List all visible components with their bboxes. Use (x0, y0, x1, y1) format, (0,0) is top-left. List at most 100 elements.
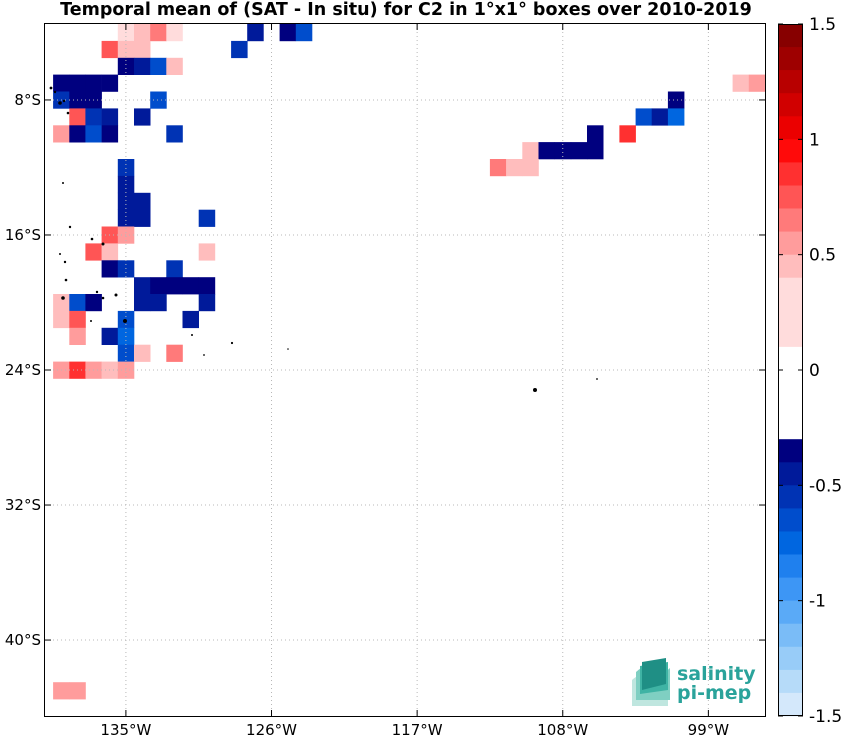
colorbar-segment (778, 254, 803, 279)
heatmap-cell (732, 74, 750, 92)
heatmap-cell (198, 294, 216, 312)
colorbar-segment (778, 646, 803, 671)
island-dot (101, 242, 105, 246)
heatmap-cell (231, 40, 248, 59)
colorbar-segment (778, 692, 803, 717)
x-tick-label: 117°W (392, 721, 443, 739)
colorbar-segment (778, 162, 803, 186)
colorbar-segment (778, 462, 803, 486)
heatmap-cell (69, 125, 86, 143)
colorbar-label: 0.5 (809, 246, 836, 266)
y-tick-label: 40°S (5, 631, 41, 649)
heatmap-cell (69, 682, 86, 700)
heatmap-cell (198, 243, 216, 261)
colorbar-segment (778, 139, 803, 163)
colorbar-label: 0 (809, 361, 820, 381)
colorbar-segment (778, 185, 803, 209)
heatmap-cell (522, 159, 539, 177)
heatmap-cell (150, 24, 167, 42)
colorbar-segment (778, 323, 803, 348)
island-dot (191, 334, 193, 336)
heatmap-cell (150, 277, 167, 295)
heatmap-cell (150, 57, 167, 75)
island-dot (123, 319, 127, 323)
heatmap-cell (651, 108, 669, 126)
x-tick-label: 108°W (537, 721, 588, 739)
heatmap-cell (134, 40, 151, 59)
heatmap-cell (198, 277, 216, 295)
island-dot (90, 237, 94, 241)
colorbar-segment (778, 208, 803, 232)
heatmap-cell (53, 74, 70, 92)
x-axis-ticks: 135°W 126°W 117°W 108°W 99°W (100, 24, 729, 739)
heatmap-cell (554, 142, 572, 160)
heatmap-cell (117, 344, 135, 362)
island-dot (58, 101, 62, 105)
x-tick-label: 135°W (100, 721, 151, 739)
colorbar-label: -1.5 (809, 707, 842, 727)
heatmap-cell (198, 209, 216, 227)
brand-line-2: pi-mep (677, 682, 751, 704)
heatmap-cell (101, 125, 119, 143)
heatmap-cell (619, 125, 636, 143)
heatmap-cell (134, 24, 151, 42)
heatmap-cell (134, 108, 151, 126)
chart-title: Temporal mean of (SAT - In situ) for C2 … (60, 0, 752, 20)
colorbar-segment (778, 277, 803, 302)
colorbar-segment (778, 669, 803, 694)
heatmap-cell (150, 294, 167, 312)
salinity-pi-mep-logo: salinity pi-mep (632, 658, 756, 706)
island-dot (68, 225, 72, 229)
plot-frame (44, 23, 766, 717)
heatmap-cell (538, 142, 555, 160)
island-dot (63, 260, 67, 264)
heatmap-cell (117, 57, 135, 75)
heatmap-cell (635, 108, 653, 126)
heatmap-cell (69, 74, 86, 92)
colorbar-segment (778, 93, 803, 117)
island-dot (203, 354, 205, 356)
heatmap-cell (101, 40, 119, 59)
island-dot (95, 290, 99, 294)
heatmap-cell (667, 108, 685, 126)
colorbar-segment (778, 346, 803, 371)
heatmap-cell (117, 361, 135, 379)
x-tick-label: 126°W (246, 721, 297, 739)
y-tick-label: 32°S (5, 496, 41, 514)
heatmap-cell (101, 243, 119, 261)
heatmap-cell (101, 260, 119, 278)
heatmap-cell (134, 192, 151, 210)
colorbar-label: -1 (809, 592, 826, 612)
heatmap-cell (506, 159, 523, 177)
island-dot (66, 111, 70, 115)
heatmap-cell (69, 310, 86, 329)
wave-logo-icon (632, 658, 670, 706)
heatmap-cell (101, 108, 119, 126)
island-dot (533, 388, 537, 392)
colorbar-segment (778, 70, 803, 94)
heatmap-cell (166, 125, 183, 143)
heatmap-cell (587, 125, 604, 143)
island-dot (59, 253, 61, 255)
island-dot (53, 90, 57, 94)
colorbar: 1.5 1 0.5 0 -0.5 -1 -1.5 (778, 15, 842, 727)
island-dot (114, 293, 118, 297)
colorbar-segment (778, 24, 803, 48)
heatmap-cells (53, 24, 766, 700)
colorbar-segment (778, 508, 803, 532)
heatmap-cell (166, 277, 183, 295)
colorbar-segment (778, 416, 803, 440)
heatmap-cell (587, 142, 604, 160)
heatmap-cell (134, 294, 151, 312)
colorbar-segment (778, 47, 803, 71)
colorbar-segment (778, 485, 803, 509)
islands (49, 86, 598, 392)
heatmap-cell (570, 142, 588, 160)
heatmap-cell (117, 159, 135, 177)
heatmap-cell (85, 125, 102, 143)
heatmap-cell (279, 24, 297, 42)
colorbar-segment (778, 531, 803, 555)
heatmap-cell (85, 74, 102, 92)
heatmap-cell (117, 226, 135, 244)
